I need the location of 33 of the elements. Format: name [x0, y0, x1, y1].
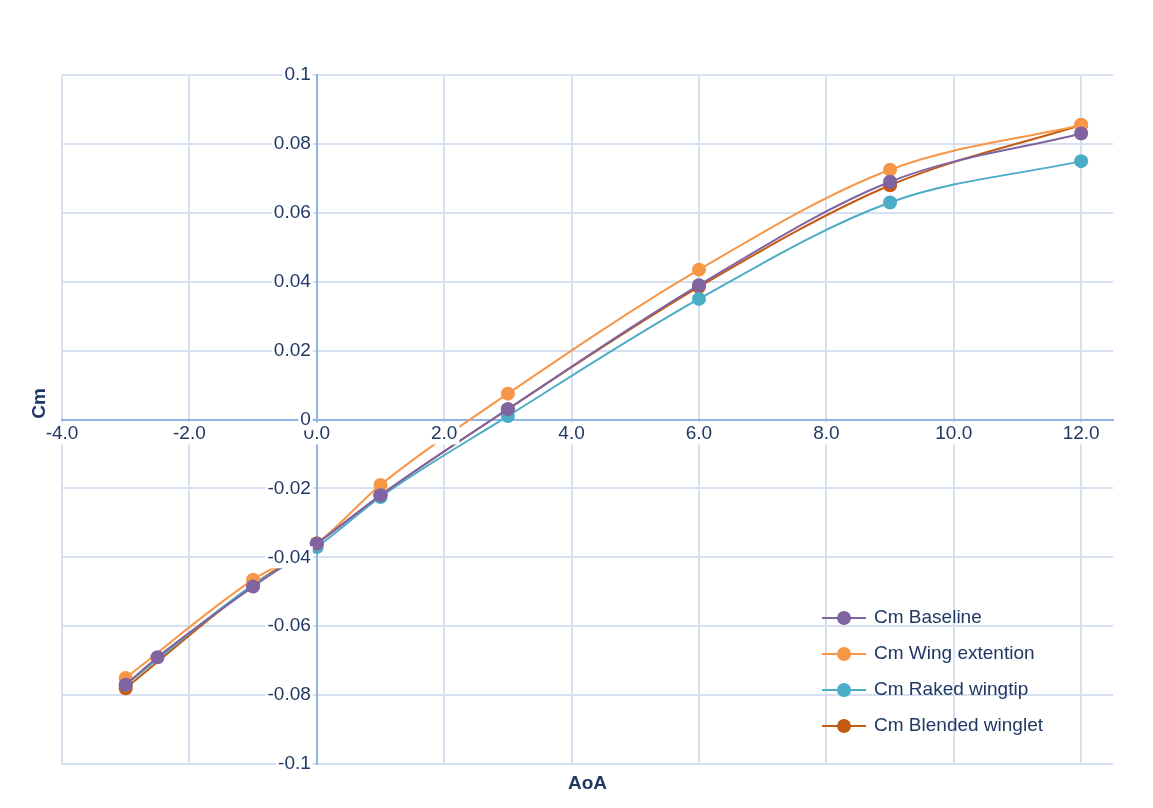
- point: [1074, 126, 1089, 141]
- y-tick-label: -0.1: [278, 752, 311, 774]
- x-axis-title: AoA: [567, 772, 608, 794]
- y-tick-label: 0.06: [273, 201, 311, 223]
- y-tick-label: -0.02: [267, 476, 311, 498]
- legend-label: Cm Blended winglet: [874, 714, 1044, 736]
- x-tick-label: -4.0: [45, 421, 79, 443]
- point: [150, 650, 165, 665]
- x-tick-label: 2.0: [430, 421, 458, 443]
- y-tick-label: -0.04: [267, 545, 312, 567]
- x-tick-label: 4.0: [558, 421, 585, 443]
- y-tick-label: -0.08: [267, 683, 311, 705]
- x-tick-label: 12.0: [1062, 421, 1100, 443]
- y-tick-label: 0.1: [284, 63, 311, 85]
- x-tick-label: 6.0: [685, 421, 713, 443]
- point: [883, 174, 898, 189]
- x-tick-label: 8.0: [813, 421, 840, 443]
- y-tick-label: 0.02: [273, 338, 311, 360]
- y-axis-title: Cm: [28, 388, 50, 419]
- legend-label: Cm Baseline: [874, 606, 982, 628]
- point: [1074, 154, 1089, 169]
- y-tick-label: 0.04: [273, 269, 312, 291]
- x-tick-label: 10.0: [935, 421, 973, 443]
- legend-label: Cm Raked wingtip: [874, 678, 1029, 700]
- point: [883, 195, 898, 210]
- point: [691, 262, 706, 277]
- legend-label: Cm Wing extention: [874, 642, 1035, 664]
- y-tick-label: -0.06: [267, 614, 311, 636]
- point: [500, 386, 515, 401]
- y-tick-label: 0.08: [273, 132, 311, 154]
- point: [691, 291, 706, 306]
- x-tick-label: -2.0: [173, 421, 206, 443]
- point: [883, 162, 898, 177]
